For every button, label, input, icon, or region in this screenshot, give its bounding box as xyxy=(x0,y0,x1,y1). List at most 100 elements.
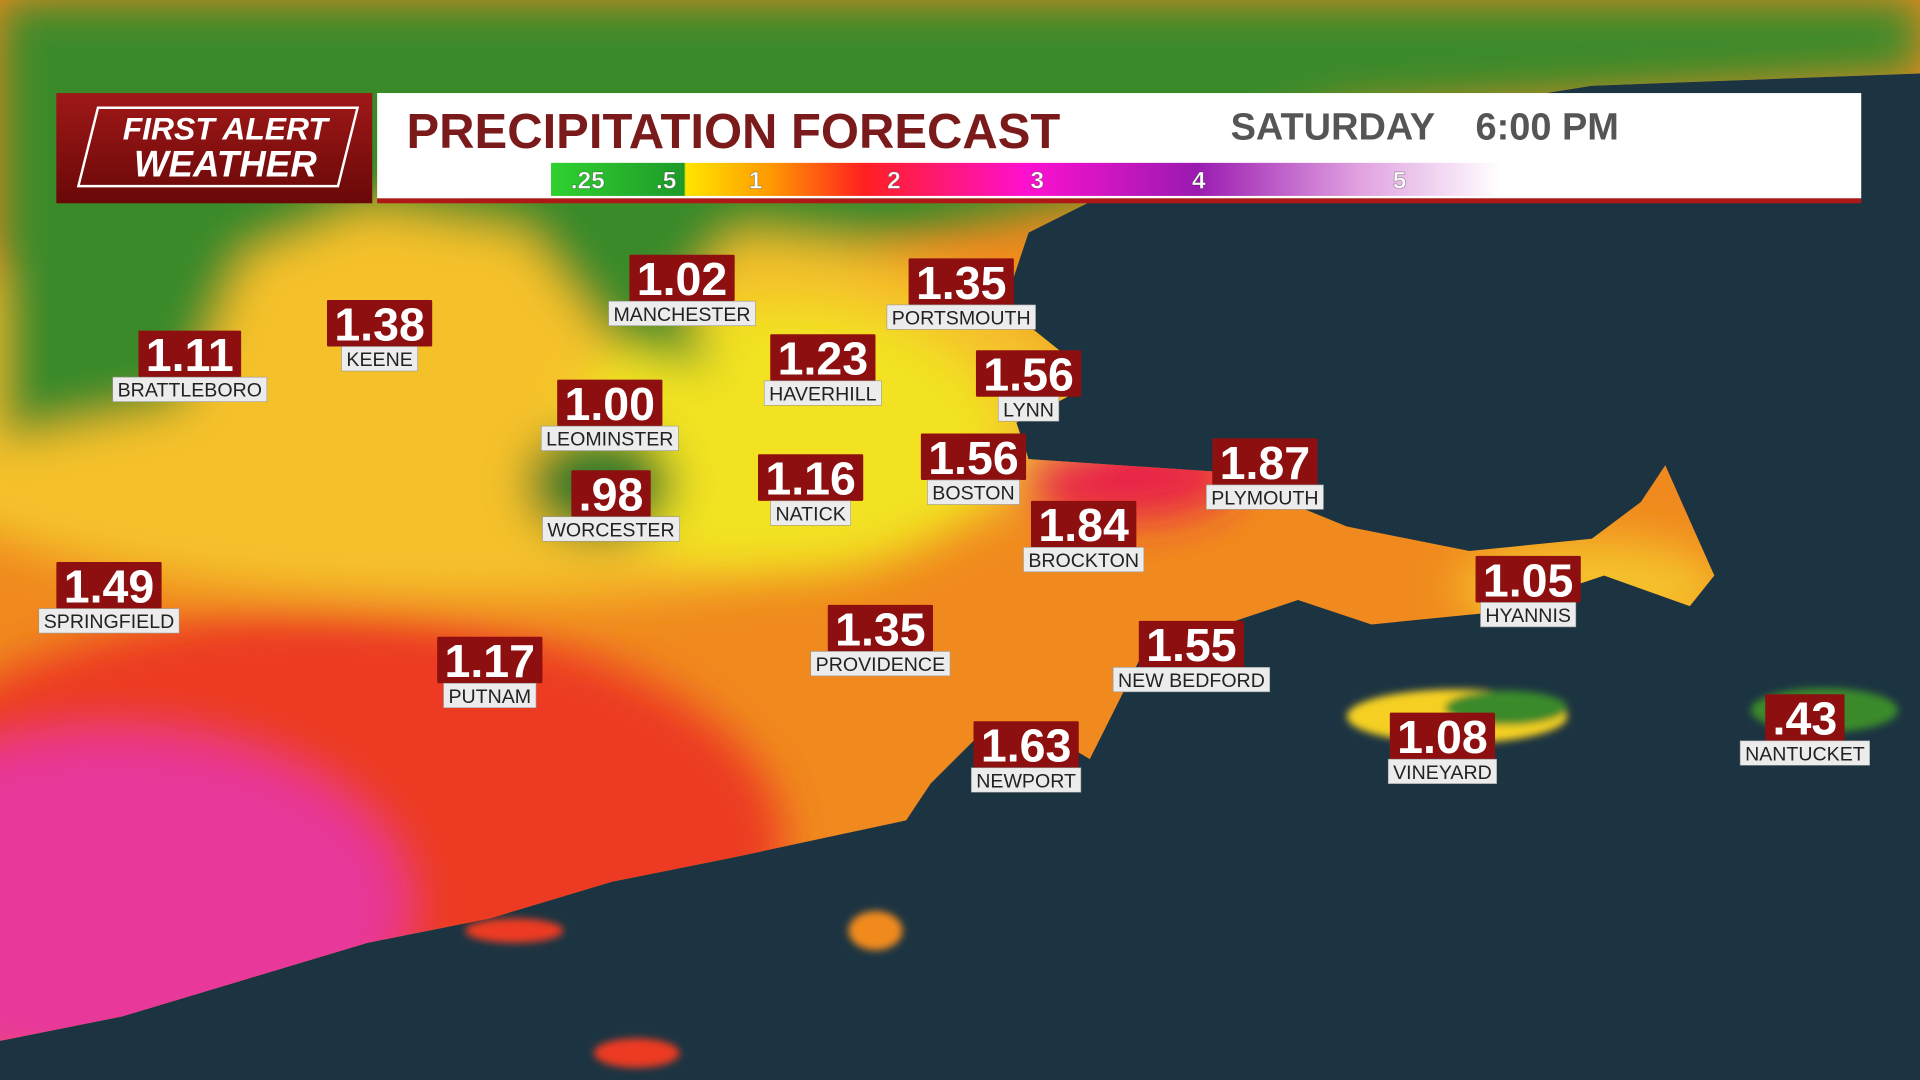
city-value: 1.02 xyxy=(637,253,728,305)
city-name: SPRINGFIELD xyxy=(44,611,175,633)
city-name: HYANNIS xyxy=(1485,605,1571,627)
city-name: NATICK xyxy=(775,503,845,525)
city-name: PLYMOUTH xyxy=(1211,487,1318,509)
value-box xyxy=(1030,500,1137,548)
logo-line1: FIRST ALERT xyxy=(123,111,331,147)
city-name: KEENE xyxy=(346,349,412,371)
name-box xyxy=(608,300,756,327)
city-value: 1.56 xyxy=(928,432,1019,484)
legend: .25 .5 1 2 3 4 5 xyxy=(570,167,1406,195)
value-box xyxy=(827,604,934,652)
city-name: PROVIDENCE xyxy=(816,654,945,676)
name-box xyxy=(38,608,180,634)
value-box xyxy=(138,330,242,378)
city-name: LEOMINSTER xyxy=(546,429,673,451)
header-day: SATURDAY xyxy=(1231,107,1435,149)
legend-tick-label: 4 xyxy=(1192,168,1206,195)
legend-tick-label: 2 xyxy=(887,168,901,195)
value-box xyxy=(557,379,663,427)
value-box xyxy=(571,470,651,517)
city-value: .98 xyxy=(579,469,644,521)
city-value: 1.08 xyxy=(1397,711,1488,763)
legend-tick-label: 1 xyxy=(749,168,763,195)
city-value: .43 xyxy=(1773,693,1838,745)
city-name: BROCKTON xyxy=(1028,550,1139,572)
legend-tick-label: .25 xyxy=(571,168,605,195)
name-box xyxy=(1023,547,1145,573)
city-name: HAVERHILL xyxy=(769,383,876,405)
name-box xyxy=(971,767,1082,793)
city-value: 1.84 xyxy=(1038,499,1129,551)
city-name: LYNN xyxy=(1003,399,1054,421)
city-name: NEWPORT xyxy=(976,770,1076,792)
header-title: PRECIPITATION FORECAST xyxy=(407,105,1061,159)
city-value: 1.23 xyxy=(778,333,869,385)
value-box xyxy=(1389,712,1496,760)
city-value: 1.17 xyxy=(445,635,536,687)
name-box xyxy=(112,376,268,402)
name-box xyxy=(443,682,537,709)
city-value: 1.55 xyxy=(1146,619,1237,671)
logo-line2: WEATHER xyxy=(134,143,317,184)
city-value: 1.87 xyxy=(1220,437,1311,489)
name-box xyxy=(1739,740,1870,766)
value-box xyxy=(920,433,1027,480)
value-box xyxy=(973,721,1079,768)
city-name: BRATTLEBORO xyxy=(118,380,262,402)
city-name: PUTNAM xyxy=(448,686,531,708)
header-time: 6:00 PM xyxy=(1476,107,1619,149)
legend-tick-label: .5 xyxy=(656,168,676,195)
name-box xyxy=(770,500,851,526)
city-value: 1.00 xyxy=(565,378,656,430)
value-box xyxy=(1138,620,1245,668)
city-value: 1.56 xyxy=(983,349,1074,401)
value-box xyxy=(629,254,735,302)
name-box xyxy=(1480,602,1577,628)
value-box xyxy=(757,454,864,501)
city-name: VINEYARD xyxy=(1393,762,1492,784)
city-value: 1.35 xyxy=(835,603,926,655)
name-box xyxy=(1387,758,1497,784)
city-name: NANTUCKET xyxy=(1745,743,1865,765)
value-box xyxy=(1212,438,1318,485)
name-box xyxy=(927,479,1020,505)
city-value: 1.11 xyxy=(146,329,234,381)
name-box xyxy=(1112,667,1271,693)
city-value: 1.16 xyxy=(765,453,856,505)
logo-frame xyxy=(76,106,360,188)
city-value: 1.49 xyxy=(64,560,155,612)
value-box xyxy=(1475,555,1581,603)
city-value: 1.35 xyxy=(916,257,1007,309)
city-name: WORCESTER xyxy=(547,519,674,541)
value-box xyxy=(975,350,1082,397)
city-value: 1.05 xyxy=(1483,554,1574,606)
name-box xyxy=(540,425,679,451)
name-box xyxy=(997,396,1060,422)
value-box xyxy=(770,334,876,381)
value-box xyxy=(56,562,162,609)
name-box xyxy=(1206,484,1324,510)
name-box xyxy=(341,346,418,372)
name-box xyxy=(763,380,882,406)
value-box xyxy=(908,258,1014,305)
